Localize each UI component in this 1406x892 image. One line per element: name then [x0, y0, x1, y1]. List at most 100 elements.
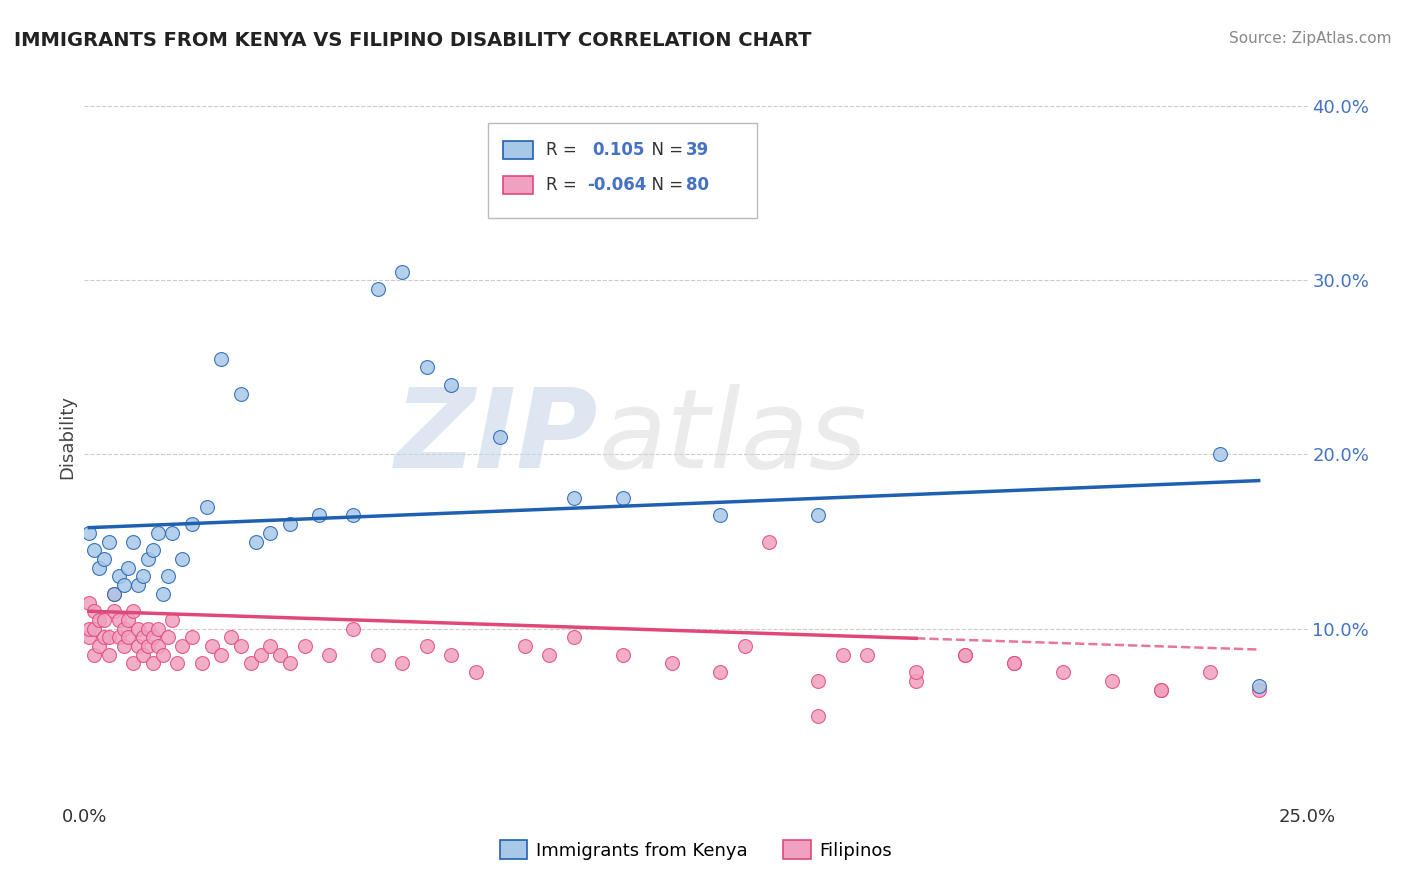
Point — [709, 508, 731, 523]
Point — [162, 525, 184, 540]
Point — [342, 508, 364, 523]
Point — [97, 631, 120, 645]
Point — [112, 578, 135, 592]
Text: N =: N = — [641, 176, 689, 194]
Text: 39: 39 — [686, 141, 710, 160]
Point — [107, 631, 129, 645]
Text: N =: N = — [641, 141, 689, 160]
Point — [195, 500, 218, 514]
Point — [117, 613, 139, 627]
Point — [259, 639, 281, 653]
Point — [229, 386, 252, 401]
Point — [1002, 657, 1025, 671]
Point — [83, 622, 105, 636]
Point — [209, 648, 232, 662]
Point — [103, 587, 125, 601]
Point — [440, 648, 463, 662]
Point — [1247, 679, 1270, 693]
Point — [1002, 657, 1025, 671]
Point — [1247, 682, 1270, 697]
Point — [1052, 665, 1074, 680]
Point — [83, 543, 105, 558]
Point — [136, 552, 159, 566]
Point — [122, 534, 145, 549]
Point — [132, 569, 155, 583]
Point — [734, 639, 756, 653]
Text: R =: R = — [546, 176, 582, 194]
FancyBboxPatch shape — [503, 176, 533, 194]
Point — [146, 639, 169, 653]
Point — [758, 534, 780, 549]
Point — [513, 639, 536, 653]
Point — [489, 430, 512, 444]
Point — [953, 648, 976, 662]
Point — [440, 377, 463, 392]
Point — [107, 613, 129, 627]
Point — [93, 552, 115, 566]
Point — [83, 604, 105, 618]
Point — [367, 282, 389, 296]
Point — [103, 604, 125, 618]
Point — [136, 639, 159, 653]
Point — [142, 543, 165, 558]
Point — [172, 552, 194, 566]
Point — [127, 622, 149, 636]
Point — [831, 648, 853, 662]
Point — [318, 648, 340, 662]
Point — [152, 648, 174, 662]
Point — [127, 578, 149, 592]
Point — [191, 657, 214, 671]
Point — [612, 648, 634, 662]
Point — [416, 639, 439, 653]
Point — [200, 639, 222, 653]
Point — [136, 622, 159, 636]
Point — [1150, 682, 1173, 697]
Point — [77, 595, 100, 609]
Point — [172, 639, 194, 653]
Point — [464, 665, 486, 680]
Point — [905, 665, 928, 680]
Point — [391, 265, 413, 279]
Point — [294, 639, 316, 653]
Point — [342, 622, 364, 636]
Text: -0.064: -0.064 — [588, 176, 647, 194]
Point — [278, 517, 301, 532]
Point — [142, 657, 165, 671]
Point — [612, 491, 634, 505]
Point — [97, 648, 120, 662]
Text: Source: ZipAtlas.com: Source: ZipAtlas.com — [1229, 31, 1392, 46]
Point — [807, 673, 830, 688]
Text: atlas: atlas — [598, 384, 866, 491]
Point — [269, 648, 291, 662]
Point — [239, 657, 262, 671]
Legend: Immigrants from Kenya, Filipinos: Immigrants from Kenya, Filipinos — [492, 833, 900, 867]
Text: 0.105: 0.105 — [592, 141, 644, 160]
Point — [117, 631, 139, 645]
Point — [709, 665, 731, 680]
Y-axis label: Disability: Disability — [58, 395, 76, 479]
Point — [209, 351, 232, 366]
Point — [97, 534, 120, 549]
Point — [107, 569, 129, 583]
Point — [87, 613, 110, 627]
Text: IMMIGRANTS FROM KENYA VS FILIPINO DISABILITY CORRELATION CHART: IMMIGRANTS FROM KENYA VS FILIPINO DISABI… — [14, 31, 811, 50]
Point — [77, 622, 100, 636]
Point — [1150, 682, 1173, 697]
Text: 80: 80 — [686, 176, 709, 194]
Point — [538, 648, 561, 662]
Point — [856, 648, 879, 662]
Point — [77, 525, 100, 540]
Point — [156, 569, 179, 583]
Point — [953, 648, 976, 662]
Point — [146, 525, 169, 540]
Point — [127, 639, 149, 653]
Point — [112, 622, 135, 636]
Point — [83, 648, 105, 662]
Point — [308, 508, 330, 523]
Point — [661, 657, 683, 671]
Point — [1101, 673, 1123, 688]
Point — [93, 613, 115, 627]
Point — [103, 587, 125, 601]
Point — [562, 491, 585, 505]
Point — [87, 560, 110, 574]
